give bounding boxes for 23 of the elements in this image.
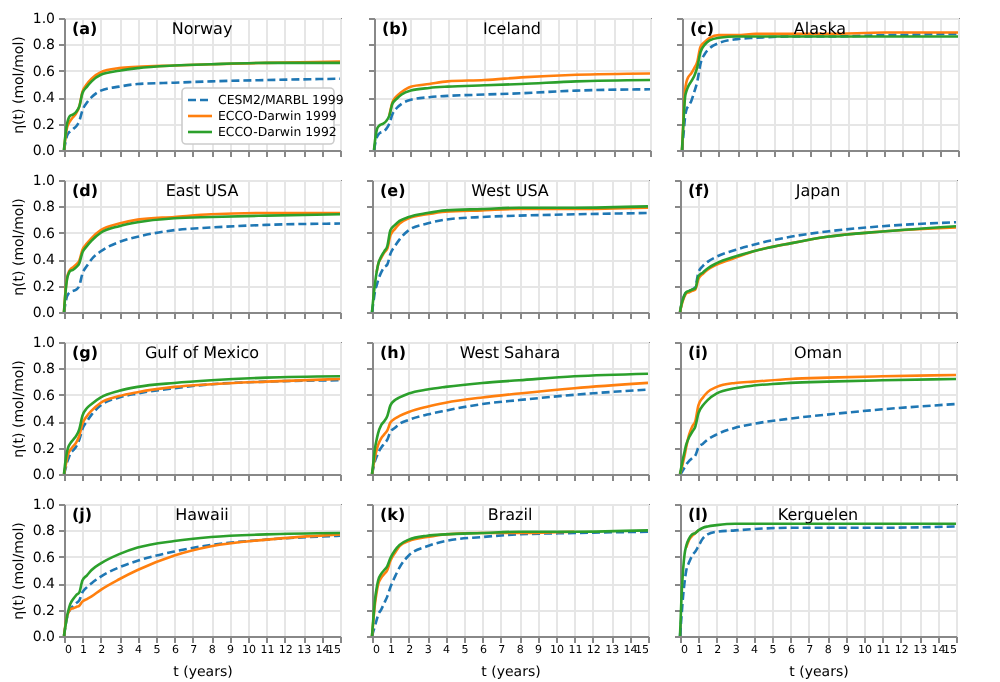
annotation: (d) bbox=[72, 182, 99, 200]
annotation: (l) bbox=[688, 506, 709, 524]
chart-title: East USA bbox=[165, 182, 240, 200]
annotation: (e) bbox=[380, 182, 406, 200]
chart-title: Gulf of Mexico bbox=[144, 344, 260, 362]
chart-title: Japan bbox=[793, 182, 841, 200]
chart-title: Iceland bbox=[483, 20, 541, 38]
chart-title: Kerguelen bbox=[777, 506, 859, 524]
annotation: (f) bbox=[688, 182, 710, 200]
chart-title: West USA bbox=[471, 182, 550, 200]
annotation: (c) bbox=[690, 20, 715, 38]
chart-title: West Sahara bbox=[459, 344, 561, 362]
chart-title: Brazil bbox=[487, 506, 533, 524]
annotation: (b) bbox=[382, 20, 409, 38]
annotation: (a) bbox=[72, 20, 98, 38]
annotation: (g) bbox=[72, 344, 99, 362]
annotation: (i) bbox=[688, 344, 709, 362]
annotation: (k) bbox=[380, 506, 406, 524]
annotation: (h) bbox=[380, 344, 407, 362]
chart-title: Oman bbox=[793, 344, 843, 362]
chart-title: Norway bbox=[171, 20, 233, 38]
annotation: (j) bbox=[72, 506, 93, 524]
chart-title: Hawaii bbox=[175, 506, 229, 524]
